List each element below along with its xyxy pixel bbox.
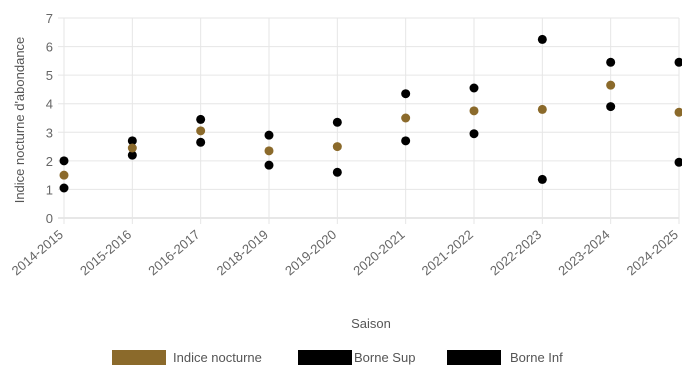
legend-swatch-indice-nocturne bbox=[112, 350, 166, 365]
y-tick-label: 1 bbox=[46, 182, 53, 197]
y-tick-label: 5 bbox=[46, 68, 53, 83]
borne-inf-point bbox=[537, 174, 547, 184]
grid bbox=[58, 17, 680, 224]
borne-sup-point bbox=[264, 130, 274, 140]
x-tick-label: 2016-2017 bbox=[145, 227, 202, 278]
indice-nocturne-point bbox=[674, 107, 682, 117]
x-axis-title: Saison bbox=[351, 316, 391, 331]
indice-nocturne-point bbox=[537, 104, 547, 114]
legend-label-borne-sup: Borne Sup bbox=[354, 350, 415, 365]
legend-label-borne-inf: Borne Inf bbox=[510, 350, 563, 365]
y-tick-label: 3 bbox=[46, 125, 53, 140]
x-tick-label: 2020-2021 bbox=[350, 227, 407, 278]
x-tick-label: 2022-2023 bbox=[487, 227, 544, 278]
y-tick-label: 2 bbox=[46, 154, 53, 169]
legend-swatch-borne-sup bbox=[298, 350, 352, 365]
borne-inf-point bbox=[264, 160, 274, 170]
indice-nocturne-point bbox=[469, 106, 479, 116]
y-tick-label: 4 bbox=[46, 97, 53, 112]
indice-nocturne-point bbox=[332, 142, 342, 152]
x-tick-label: 2021-2022 bbox=[419, 227, 476, 278]
borne-sup-point bbox=[606, 57, 616, 67]
y-axis-title: Indice nocturne d'abondance bbox=[12, 37, 27, 204]
x-tick-label: 2019-2020 bbox=[282, 227, 339, 278]
indice-nocturne-point bbox=[127, 143, 137, 153]
borne-sup-point bbox=[401, 89, 411, 99]
borne-inf-point bbox=[674, 157, 682, 167]
borne-sup-point bbox=[332, 117, 342, 127]
borne-sup-point bbox=[469, 83, 479, 93]
indice-nocturne-point bbox=[59, 170, 69, 180]
y-tick-label: 7 bbox=[46, 11, 53, 26]
y-tick-label: 0 bbox=[46, 211, 53, 226]
borne-sup-point bbox=[127, 136, 137, 146]
borne-inf-point bbox=[469, 129, 479, 139]
x-tick-label: 2018-2019 bbox=[214, 227, 271, 278]
indice-nocturne-point bbox=[264, 146, 274, 156]
x-tick-label: 2024-2025 bbox=[624, 227, 681, 278]
x-tick-label: 2023-2024 bbox=[555, 227, 612, 278]
borne-inf-point bbox=[59, 183, 69, 193]
borne-sup-point bbox=[196, 114, 206, 124]
indice-nocturne-point bbox=[401, 113, 411, 123]
borne-inf-point bbox=[127, 150, 137, 160]
borne-sup-point bbox=[59, 156, 69, 166]
indice-nocturne-point bbox=[606, 80, 616, 90]
borne-inf-point bbox=[332, 167, 342, 177]
borne-sup-point bbox=[537, 34, 547, 44]
borne-inf-point bbox=[401, 136, 411, 146]
x-tick-label: 2015-2016 bbox=[77, 227, 134, 278]
borne-inf-point bbox=[606, 102, 616, 112]
x-tick-label: 2014-2015 bbox=[9, 227, 66, 278]
y-tick-label: 6 bbox=[46, 40, 53, 55]
borne-inf-point bbox=[196, 137, 206, 147]
data-points bbox=[59, 34, 682, 193]
legend: Indice nocturne Borne Sup Borne Inf bbox=[112, 350, 563, 365]
indice-nocturne-point bbox=[196, 126, 206, 136]
axes: 0 1 2 3 4 5 6 7 2014-2015 2015-2016 2016-2017 2018-… bbox=[9, 11, 681, 278]
legend-swatch-borne-inf bbox=[447, 350, 501, 365]
legend-label-indice-nocturne: Indice nocturne bbox=[173, 350, 262, 365]
borne-sup-point bbox=[674, 57, 682, 67]
